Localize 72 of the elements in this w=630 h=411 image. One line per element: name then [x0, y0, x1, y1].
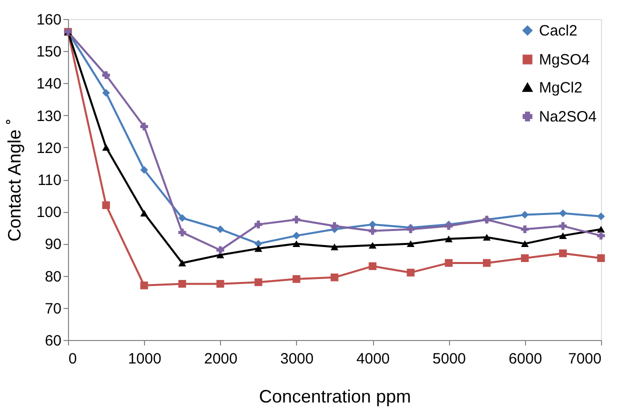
point: [254, 245, 262, 252]
point: [482, 234, 491, 241]
point: [520, 240, 529, 248]
point: [482, 259, 491, 267]
y-tick-label: 110: [38, 172, 62, 189]
point: [216, 246, 224, 254]
point: [597, 226, 605, 233]
point: [140, 282, 148, 290]
point: [597, 254, 605, 262]
point: [178, 280, 186, 288]
point: [254, 240, 262, 248]
x-tick-label: 2000: [204, 350, 238, 368]
point: [406, 240, 415, 248]
point: [292, 216, 300, 224]
point: [597, 212, 605, 220]
legend-label: Na2SO4: [539, 108, 597, 126]
point: [444, 236, 453, 242]
x-tick-label: 0: [68, 350, 77, 368]
point: [292, 275, 300, 283]
point: [140, 166, 148, 174]
x-tick-label: 6000: [508, 350, 542, 368]
x-axis-title: Concentration ppm: [258, 386, 412, 406]
y-tick-label: 160: [36, 12, 62, 28]
y-tick-label: 100: [36, 204, 62, 222]
point: [330, 222, 338, 230]
point: [178, 228, 186, 236]
point: [597, 232, 605, 240]
point: [254, 278, 262, 286]
point: [216, 225, 224, 234]
x-tick-label: 5000: [432, 350, 466, 368]
point: [102, 144, 110, 151]
point: [102, 201, 110, 210]
point: [178, 214, 186, 222]
y-tick-label: 60: [44, 332, 62, 350]
y-tick-label: 150: [36, 44, 62, 61]
x-tick-label: 1000: [128, 350, 162, 368]
y-tick-label: 120: [36, 140, 62, 157]
point: [178, 260, 186, 266]
point: [559, 249, 567, 258]
point: [368, 226, 376, 235]
point: [102, 88, 110, 97]
point: [102, 71, 110, 80]
point: [520, 210, 529, 219]
y-tick-label: 90: [44, 236, 62, 254]
x-tick-label: 3000: [280, 350, 314, 368]
y-tick-label: 80: [44, 268, 62, 286]
point: [444, 259, 453, 267]
point: [559, 232, 567, 240]
legend-label: MgSO4: [539, 52, 590, 68]
y-tick-label: 70: [44, 300, 62, 318]
x-tick-label: 4000: [356, 350, 390, 368]
point: [140, 122, 148, 130]
point: [520, 254, 529, 262]
point: [559, 209, 567, 218]
point: [216, 280, 224, 288]
y-tick-label: 130: [36, 108, 62, 125]
point: [140, 210, 148, 217]
legend-label: MgCl2: [539, 80, 582, 96]
point: [330, 274, 338, 282]
legend-label: Cacl2: [539, 22, 578, 40]
point: [368, 242, 376, 249]
point: [292, 232, 300, 240]
point: [330, 244, 338, 250]
x-tick-label: 7000: [568, 350, 602, 368]
point: [559, 222, 567, 230]
point: [406, 268, 415, 276]
point: [368, 262, 376, 270]
y-tick-label: 140: [36, 76, 62, 93]
y-axis-title: Contact Angle ˚: [4, 118, 24, 242]
point: [254, 220, 262, 228]
point: [292, 240, 300, 248]
point: [520, 225, 529, 234]
